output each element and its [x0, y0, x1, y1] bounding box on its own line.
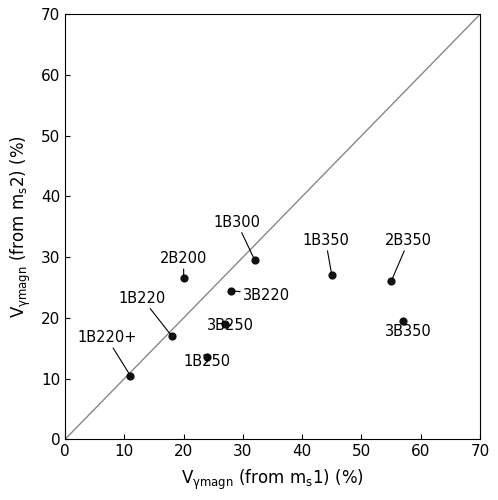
Point [387, 278, 395, 285]
Text: 1B350: 1B350 [302, 233, 349, 272]
Text: 3B350: 3B350 [385, 321, 432, 339]
Point [399, 317, 407, 325]
Point [203, 354, 211, 362]
Point [328, 272, 336, 280]
Text: 3B250: 3B250 [207, 318, 254, 333]
Text: 3B220: 3B220 [234, 288, 290, 302]
Text: 1B300: 1B300 [213, 215, 260, 258]
Text: 2B200: 2B200 [160, 252, 207, 276]
Text: 2B350: 2B350 [385, 233, 432, 279]
Point [180, 274, 188, 282]
Point [126, 372, 134, 380]
Point [168, 332, 176, 340]
Text: 1B220+: 1B220+ [77, 330, 136, 373]
Y-axis label: V$_{\sf \gamma magn}$ (from m$_{\sf s}$2) (%): V$_{\sf \gamma magn}$ (from m$_{\sf s}$2… [8, 136, 32, 318]
Point [227, 286, 235, 294]
Point [221, 320, 229, 328]
Point [251, 256, 259, 264]
X-axis label: V$_{\sf \gamma magn}$ (from m$_{\sf s}$1) (%): V$_{\sf \gamma magn}$ (from m$_{\sf s}$1… [181, 468, 364, 491]
Text: 1B220: 1B220 [119, 290, 170, 334]
Text: 1B250: 1B250 [184, 354, 231, 370]
